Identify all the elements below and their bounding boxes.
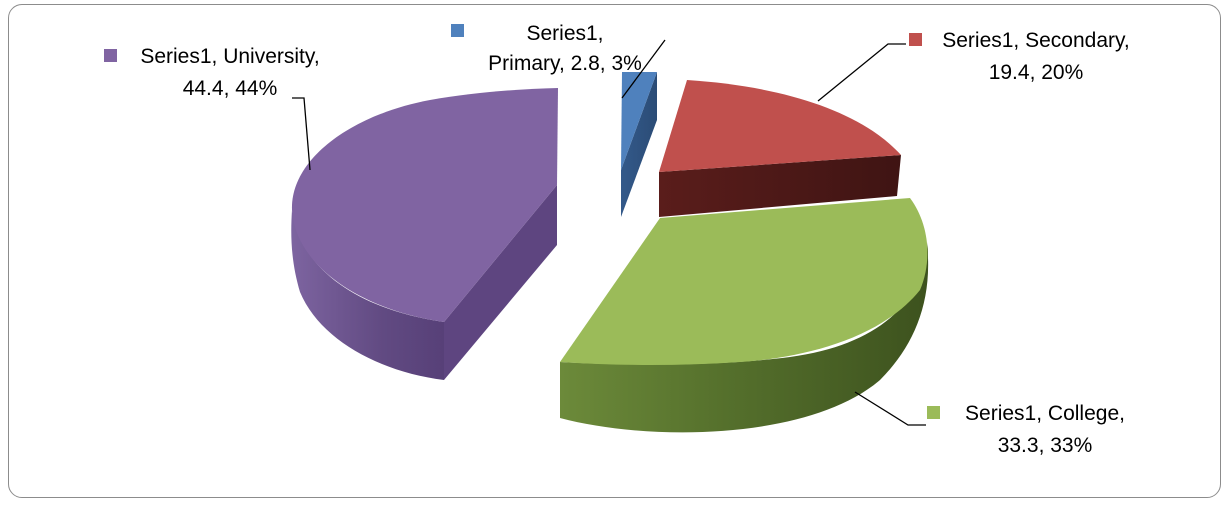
slice-secondary-side [659, 155, 901, 217]
legend-key-college [927, 406, 940, 419]
slice-university-side [291, 210, 444, 380]
data-label-secondary-line1: Series1, Secondary, [942, 29, 1130, 52]
data-label-primary-line1: Series1, [526, 22, 603, 45]
legend-key-primary [451, 24, 464, 37]
pie-slice-secondary [659, 80, 901, 217]
pie-slice-university [291, 88, 558, 380]
data-label-university-line2: 44.4, 44% [183, 77, 278, 100]
slice-primary-top [621, 72, 657, 170]
slice-college-side [560, 242, 929, 433]
leader-line-primary [621, 39, 666, 99]
slice-college-top [560, 198, 928, 365]
data-label-secondary: Series1, Secondary, 19.4, 20% [909, 29, 1130, 84]
slice-secondary-top [659, 80, 901, 172]
legend-key-secondary [909, 33, 922, 46]
leader-line-secondary [817, 43, 906, 102]
data-label-college-line2: 33.3, 33% [998, 434, 1093, 457]
data-label-secondary-line2: 19.4, 20% [989, 61, 1084, 84]
pie-slice-college [560, 198, 929, 433]
slice-university-cut [444, 185, 557, 380]
slice-university-top [291, 88, 558, 322]
leader-line-university [292, 97, 311, 171]
data-label-primary: Series1, Primary, 2.8, 3% [451, 22, 642, 75]
data-label-college-line1: Series1, College, [965, 402, 1125, 425]
pie-slice-primary [621, 72, 657, 217]
data-label-college: Series1, College, 33.3, 33% [927, 402, 1125, 457]
legend-key-university [104, 49, 117, 62]
slice-primary-side [621, 72, 657, 217]
data-label-university-line1: Series1, University, [140, 45, 319, 68]
data-label-primary-line2: Primary, 2.8, 3% [488, 52, 642, 75]
data-label-university: Series1, University, 44.4, 44% [104, 45, 320, 100]
leader-line-college [854, 391, 926, 426]
